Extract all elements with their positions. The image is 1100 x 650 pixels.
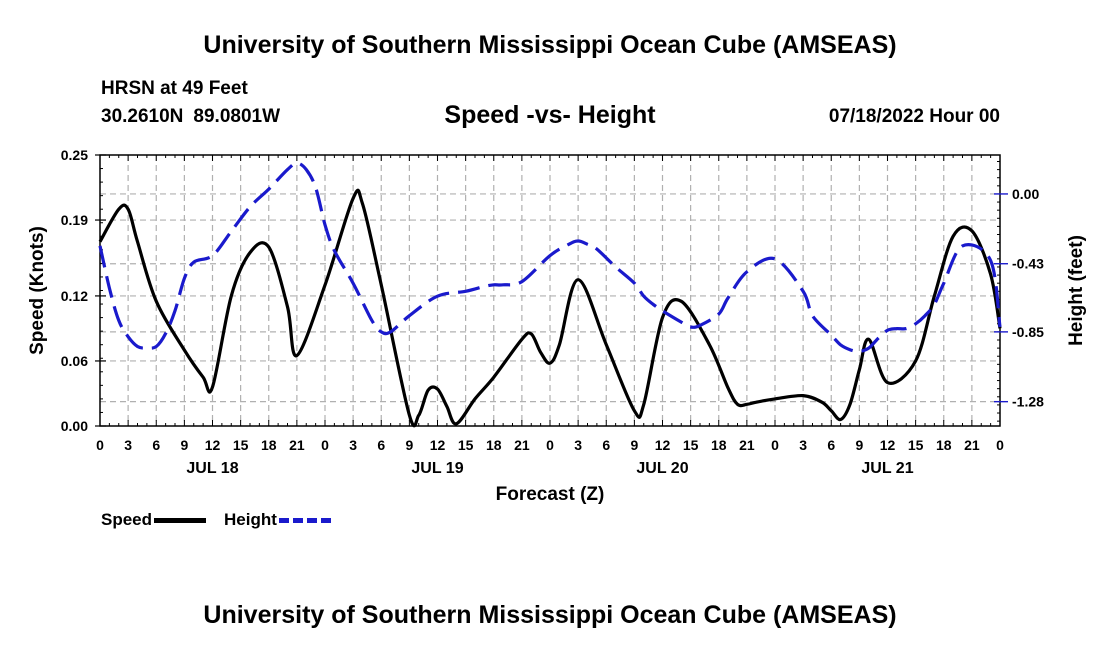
station-label: HRSN at 49 Feet <box>101 78 248 99</box>
day-label: JUL 19 <box>411 460 463 477</box>
x-tick-label: 6 <box>377 437 385 453</box>
x-tick-label: 3 <box>349 437 357 453</box>
x-tick-label: 9 <box>630 437 638 453</box>
x-tick-label: 0 <box>996 437 1004 453</box>
legend-height-label: Height <box>224 510 277 529</box>
y-left-axis-label: Speed (Knots) <box>27 226 48 355</box>
station-coordinates: 30.2610N 89.0801W <box>101 106 290 128</box>
footer-title: University of Southern Mississippi Ocean… <box>203 601 897 629</box>
day-label: JUL 20 <box>636 460 688 477</box>
grid-lines <box>100 155 1000 426</box>
x-tick-label: 9 <box>180 437 188 453</box>
x-tick-label: 6 <box>152 437 160 453</box>
x-tick-label: 12 <box>880 437 896 453</box>
y-left-tick-label: 0.00 <box>61 418 88 434</box>
legend-height-swatch <box>278 517 331 523</box>
x-tick-label: 3 <box>799 437 807 453</box>
x-tick-label: 15 <box>233 437 249 453</box>
x-tick-label: 0 <box>96 437 104 453</box>
x-tick-label: 0 <box>546 437 554 453</box>
chart-legend: Speed Height <box>101 510 349 530</box>
x-tick-label: 18 <box>711 437 727 453</box>
y-right-tick-label: -0.85 <box>1012 324 1044 340</box>
x-axis-label: Forecast (Z) <box>496 484 605 505</box>
x-tick-label: 18 <box>261 437 277 453</box>
speed-series-line <box>98 188 1002 428</box>
y-left-tick-label: 0.25 <box>61 147 88 163</box>
x-tick-label: 15 <box>683 437 699 453</box>
height-series-line <box>98 161 1002 354</box>
y-left-tick-label: 0.12 <box>61 288 88 304</box>
x-tick-label: 18 <box>936 437 952 453</box>
x-tick-label: 6 <box>827 437 835 453</box>
chart-title: Speed -vs- Height <box>444 101 656 129</box>
x-tick-label: 15 <box>458 437 474 453</box>
x-tick-label: 18 <box>486 437 502 453</box>
longitude: 89.0801W <box>193 106 281 127</box>
x-tick-label: 21 <box>739 437 755 453</box>
y-left-tick-label: 0.06 <box>61 353 88 369</box>
x-tick-label: 12 <box>205 437 221 453</box>
x-tick-label: 0 <box>771 437 779 453</box>
x-tick-label: 12 <box>430 437 446 453</box>
y-right-tick-label: -0.43 <box>1012 256 1044 272</box>
y-right-axis-label: Height (feet) <box>1066 235 1087 346</box>
x-tick-label: 0 <box>321 437 329 453</box>
x-tick-label: 21 <box>514 437 530 453</box>
x-tick-label: 3 <box>574 437 582 453</box>
legend-speed-label: Speed <box>101 510 153 529</box>
x-tick-label: 12 <box>655 437 671 453</box>
y-right-tick-label: -1.28 <box>1012 394 1044 410</box>
series-group <box>98 161 1002 428</box>
x-tick-label: 9 <box>855 437 863 453</box>
x-tick-label: 15 <box>908 437 924 453</box>
x-tick-label: 9 <box>405 437 413 453</box>
page-title: University of Southern Mississippi Ocean… <box>203 31 897 59</box>
forecast-datetime: 07/18/2022 Hour 00 <box>828 106 1000 127</box>
latitude: 30.2610N <box>101 106 184 127</box>
legend-speed-swatch <box>154 517 207 523</box>
y-right-tick-label: 0.00 <box>1012 186 1039 202</box>
x-tick-label: 3 <box>124 437 132 453</box>
x-tick-label: 21 <box>964 437 980 453</box>
x-tick-label: 6 <box>602 437 610 453</box>
x-tick-label: 21 <box>289 437 305 453</box>
day-label: JUL 21 <box>861 460 913 477</box>
day-label: JUL 18 <box>186 460 238 477</box>
y-left-tick-label: 0.19 <box>61 212 88 228</box>
